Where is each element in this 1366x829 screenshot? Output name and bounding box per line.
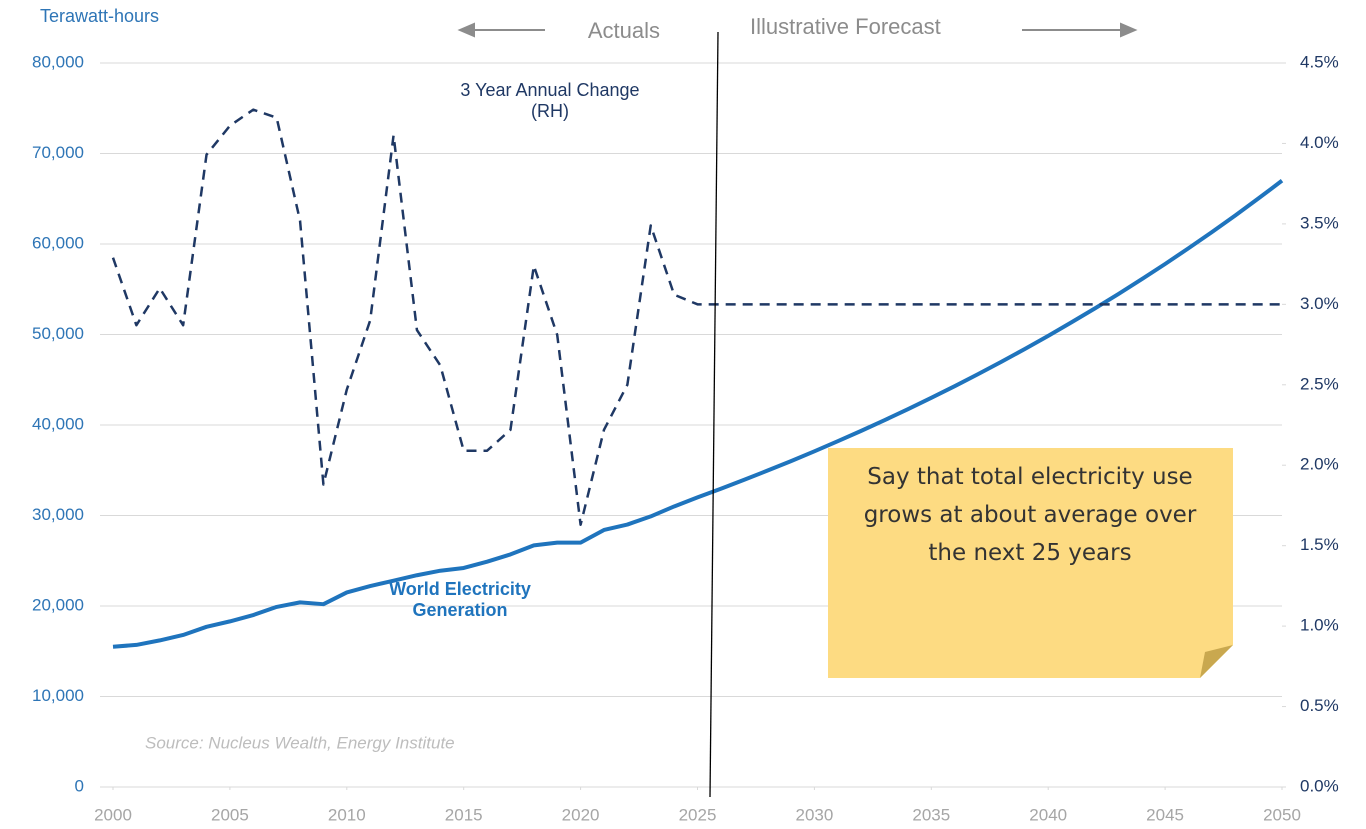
- series-line: [112, 179, 1284, 649]
- x-tick-label: 2000: [94, 805, 132, 824]
- x-tick-label: 2025: [679, 805, 717, 824]
- actuals-label: Actuals: [588, 18, 660, 43]
- y2-tick-label: 1.0%: [1300, 616, 1339, 635]
- y-tick-label: 30,000: [32, 505, 84, 524]
- arrow-right: [1022, 22, 1138, 38]
- y-tick-label: 80,000: [32, 52, 84, 71]
- y-tick-label: 10,000: [32, 686, 84, 705]
- series-label: 3 Year Annual Change (RH): [460, 80, 640, 121]
- y-tick-label: 40,000: [32, 414, 84, 433]
- y2-tick-label: 0.5%: [1300, 696, 1339, 715]
- series-label: World Electricity Generation: [389, 579, 531, 620]
- y2-tick-label: 4.0%: [1300, 133, 1339, 152]
- x-tick-label: 2040: [1029, 805, 1067, 824]
- forecast-label: Illustrative Forecast: [750, 14, 941, 39]
- x-tick-label: 2020: [562, 805, 600, 824]
- y2-tick-label: 3.5%: [1300, 213, 1339, 232]
- y2-tick-label: 2.0%: [1300, 455, 1339, 474]
- y2-tick-label: 3.0%: [1300, 294, 1339, 313]
- y2-tick-label: 4.5%: [1300, 52, 1339, 71]
- note: Say that total electricity use grows at …: [863, 464, 1197, 566]
- x-tick-label: 2010: [328, 805, 366, 824]
- source: Source: Nucleus Wealth, Energy Institute: [145, 733, 455, 752]
- y2-tick-label: 0.0%: [1300, 776, 1339, 795]
- x-tick-label: 2045: [1146, 805, 1184, 824]
- y-tick-label: 70,000: [32, 143, 84, 162]
- y-tick-label: 60,000: [32, 233, 84, 252]
- y2-tick-label: 1.5%: [1300, 535, 1339, 554]
- x-tick-label: 2050: [1263, 805, 1301, 824]
- divider: [709, 31, 719, 798]
- y-axis-label: Terawatt-hours: [40, 6, 159, 26]
- y-tick-label: 0: [75, 776, 84, 795]
- series-line: [111, 108, 1282, 527]
- y-tick-label: 20,000: [32, 595, 84, 614]
- x-tick-label: 2005: [211, 805, 249, 824]
- y-tick-label: 50,000: [32, 324, 84, 343]
- sticky-note: [828, 448, 1233, 678]
- x-tick-label: 2030: [795, 805, 833, 824]
- y2-tick-label: 2.5%: [1300, 374, 1339, 393]
- x-tick-label: 2015: [445, 805, 483, 824]
- x-tick-label: 2035: [912, 805, 950, 824]
- arrow-left: [457, 22, 545, 38]
